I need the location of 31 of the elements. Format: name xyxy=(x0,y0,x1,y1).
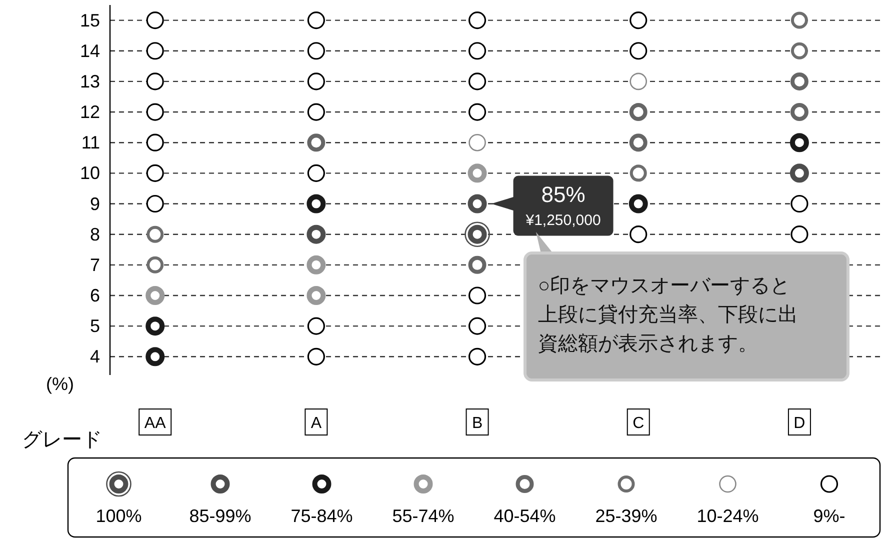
y-tick-label: 14 xyxy=(80,40,100,61)
legend-label: 100% xyxy=(96,506,142,526)
y-tick-label: 6 xyxy=(90,285,100,306)
legend-label: 10-24% xyxy=(696,506,759,526)
note: ○印をマウスオーバーすると上段に貸付充当率、下段に出資総額が表示されます。 xyxy=(524,232,850,382)
legend-label: 25-39% xyxy=(595,506,658,526)
x-tick-label: B xyxy=(472,415,483,432)
x-tick-label: D xyxy=(794,415,806,432)
annotation: ○印をマウスオーバーすると上段に貸付充当率、下段に出資総額が表示されます。 xyxy=(538,275,798,355)
y-tick-label: 4 xyxy=(90,346,100,367)
y-tick-label: 10 xyxy=(80,163,100,184)
y-tick-label: 12 xyxy=(80,102,100,122)
legend-label: 40-54% xyxy=(494,506,556,526)
x-tick-label: A xyxy=(310,415,322,432)
legend-label: 75-84% xyxy=(290,506,353,526)
x-tick-label: C xyxy=(632,415,644,432)
y-tick-label: 9 xyxy=(90,194,100,214)
y-axis-title: (%) xyxy=(46,374,74,394)
y-tick-label: 15 xyxy=(80,10,100,30)
annotation: 85% xyxy=(541,182,586,207)
legend-label: 55-74% xyxy=(392,506,454,526)
x-tick-label: AA xyxy=(144,415,166,432)
y-tick-label: 13 xyxy=(80,71,100,92)
x-axis-title: グレード xyxy=(22,429,102,451)
legend-label: 9%- xyxy=(813,506,846,526)
annotation: ¥1,250,000 xyxy=(524,212,601,229)
legend-label: 85-99% xyxy=(189,506,252,526)
y-tick-label: 5 xyxy=(90,316,100,336)
y-tick-label: 11 xyxy=(81,132,100,153)
y-tick-label: 7 xyxy=(90,254,100,275)
y-tick-label: 8 xyxy=(90,224,100,244)
